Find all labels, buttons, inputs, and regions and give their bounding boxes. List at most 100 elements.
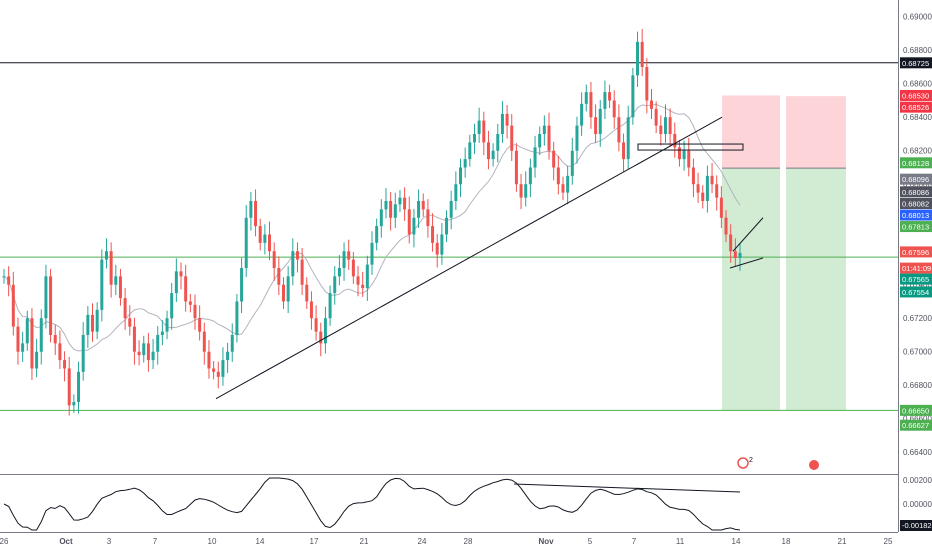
- candle-body: [258, 226, 262, 243]
- candle-body: [459, 167, 463, 185]
- candle-body: [691, 167, 695, 185]
- candle-body: [445, 217, 449, 235]
- x-tick-label: 14: [256, 537, 265, 546]
- candle-body: [25, 318, 29, 344]
- candle-body: [724, 217, 728, 235]
- candle-body: [524, 184, 528, 198]
- position-reward-zone: [722, 168, 780, 411]
- candle-body: [49, 276, 53, 335]
- candle-body: [235, 301, 239, 335]
- candle-body: [216, 371, 220, 377]
- candle-body: [547, 125, 551, 151]
- candle-body: [351, 259, 355, 277]
- candle-body: [30, 318, 34, 369]
- candle-body: [659, 125, 663, 134]
- candle-body: [696, 184, 700, 193]
- position-risk-zone: [722, 95, 780, 169]
- price-tag-label: 0.68013: [902, 211, 929, 220]
- candle-body: [109, 251, 113, 285]
- candle-body: [39, 318, 43, 352]
- price-tag: [900, 57, 932, 69]
- candle-body: [314, 318, 318, 332]
- candle-body: [417, 200, 421, 218]
- candle-body: [132, 326, 136, 352]
- candle-body: [86, 314, 90, 335]
- candle-body: [701, 192, 705, 201]
- candle-body: [263, 234, 267, 243]
- price-tag: [900, 101, 932, 113]
- candle-body: [272, 251, 276, 268]
- candle-body: [104, 251, 108, 260]
- candle-body: [193, 304, 197, 319]
- candle-body: [584, 92, 588, 104]
- candle-body: [207, 351, 211, 369]
- candle-body: [645, 66, 649, 101]
- y-tick-label: 0.67400: [903, 281, 932, 290]
- candle-body: [496, 133, 500, 151]
- channel-upper-line: [732, 217, 764, 252]
- candle-body: [67, 368, 71, 406]
- candle-body: [636, 41, 640, 76]
- candle-body: [398, 197, 402, 205]
- price-tag: [900, 89, 932, 101]
- candle-body: [151, 351, 155, 361]
- candle-body: [249, 200, 253, 218]
- candle-body: [561, 184, 565, 193]
- trendline: [215, 116, 723, 400]
- candle-body: [705, 175, 709, 201]
- candle-body: [198, 318, 202, 332]
- candle-body: [566, 175, 570, 193]
- candle-body: [77, 371, 81, 402]
- candle-body: [528, 167, 532, 185]
- price-tag: [900, 246, 932, 258]
- candle-body: [7, 276, 11, 285]
- position-reward-zone: [786, 168, 846, 411]
- y-tick-label: 0.66600: [903, 415, 932, 424]
- candle-body: [72, 401, 76, 406]
- candle-body: [649, 100, 653, 109]
- candle-body: [370, 242, 374, 265]
- candle-body: [454, 184, 458, 201]
- price-tag: [900, 221, 932, 233]
- candle-body: [35, 351, 39, 369]
- candle-body: [412, 217, 416, 235]
- price-tag: [900, 209, 932, 221]
- candle-body: [393, 204, 397, 218]
- candle-body: [221, 360, 225, 377]
- candle-body: [244, 217, 248, 268]
- price-tag-label: 0.68086: [902, 188, 929, 197]
- price-tag-label: 0.67596: [902, 248, 929, 257]
- candle-body: [449, 200, 453, 218]
- moving-average-line: [3, 103, 741, 352]
- y-tick-label: 0.66800: [903, 381, 932, 390]
- y-tick-label: 0.68200: [903, 147, 932, 156]
- price-tag: [900, 273, 932, 285]
- candle-body: [510, 125, 514, 151]
- y-tick-label: 0.68400: [903, 113, 932, 122]
- candle-body: [482, 120, 486, 143]
- candle-body: [542, 125, 546, 134]
- candle-body: [281, 284, 285, 302]
- x-tick-label: 18: [782, 537, 791, 546]
- candle-body: [668, 117, 672, 134]
- candle-body: [440, 234, 444, 255]
- candle-body: [715, 184, 719, 198]
- y-tick-label: 0.68800: [903, 46, 932, 55]
- x-tick-label: 28: [464, 537, 473, 546]
- candle-body: [421, 200, 425, 210]
- candle-body: [291, 251, 295, 277]
- candle-body: [128, 318, 132, 327]
- candle-body: [622, 142, 626, 160]
- x-tick-label: 17: [310, 537, 319, 546]
- candle-body: [309, 301, 313, 319]
- oscillator-line: [3, 477, 741, 531]
- candle-body: [575, 125, 579, 151]
- candle-body: [226, 351, 230, 361]
- candle-body: [738, 252, 742, 258]
- price-tag-label: 0.66627: [902, 421, 929, 430]
- oscillator-divergence-line: [513, 483, 741, 493]
- candle-body: [305, 284, 309, 302]
- candle-body: [631, 75, 635, 118]
- candle-body: [323, 318, 327, 344]
